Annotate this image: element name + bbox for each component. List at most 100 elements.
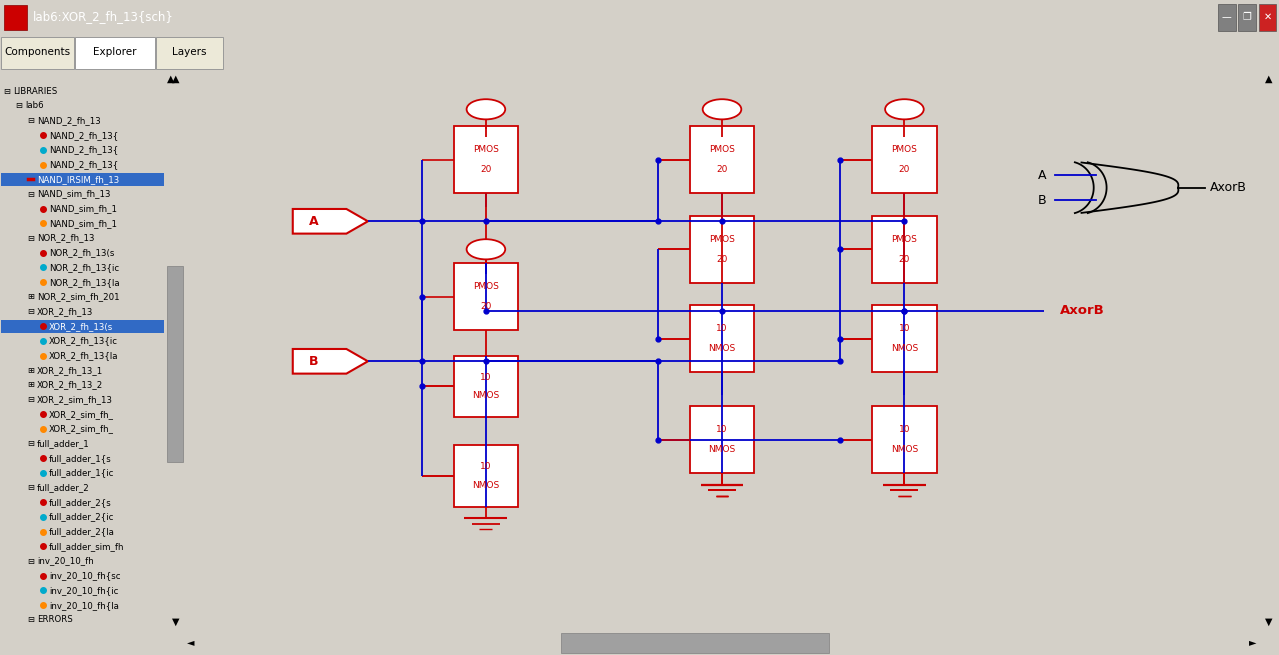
Text: ⊟: ⊟ [27, 189, 35, 198]
Text: full_adder_2{s: full_adder_2{s [49, 498, 111, 507]
FancyBboxPatch shape [1238, 4, 1256, 31]
Text: 10: 10 [716, 324, 728, 333]
Text: XOR_2_fh_13{ic: XOR_2_fh_13{ic [49, 337, 118, 345]
Text: XOR_2_fh_13_1: XOR_2_fh_13_1 [37, 365, 104, 375]
FancyBboxPatch shape [1, 173, 164, 186]
Text: ERRORS: ERRORS [37, 615, 73, 624]
Text: XOR_2_fh_13{la: XOR_2_fh_13{la [49, 351, 119, 360]
Text: ⊟: ⊟ [27, 483, 35, 492]
FancyBboxPatch shape [454, 126, 518, 193]
FancyBboxPatch shape [872, 126, 936, 193]
Text: NMOS: NMOS [890, 445, 918, 455]
Text: ⊟: ⊟ [27, 307, 35, 316]
Text: ⊟: ⊟ [27, 234, 35, 242]
Text: AxorB: AxorB [1210, 181, 1247, 194]
FancyBboxPatch shape [689, 406, 755, 474]
Text: NOR_2_fh_13{la: NOR_2_fh_13{la [49, 278, 120, 287]
FancyBboxPatch shape [454, 356, 518, 417]
Text: NMOS: NMOS [472, 481, 500, 490]
Text: 10: 10 [716, 425, 728, 434]
Text: lab6: lab6 [26, 102, 43, 111]
Text: full_adder_sim_fh: full_adder_sim_fh [49, 542, 124, 551]
Text: XOR_2_sim_fh_13: XOR_2_sim_fh_13 [37, 395, 113, 404]
Text: ▲: ▲ [1265, 73, 1273, 83]
Text: NOR_2_fh_13(s: NOR_2_fh_13(s [49, 248, 115, 257]
FancyBboxPatch shape [168, 266, 183, 462]
Text: Components: Components [5, 47, 70, 57]
Circle shape [467, 239, 505, 259]
Text: 10: 10 [480, 462, 491, 472]
FancyBboxPatch shape [1, 320, 164, 333]
Text: NMOS: NMOS [709, 445, 735, 455]
FancyBboxPatch shape [561, 633, 829, 652]
Text: NOR_2_fh_13: NOR_2_fh_13 [37, 234, 95, 242]
Text: NAND_2_fh_13{: NAND_2_fh_13{ [49, 131, 119, 140]
Text: ⊞: ⊞ [27, 365, 35, 375]
Text: full_adder_1{ic: full_adder_1{ic [49, 468, 115, 477]
Text: 20: 20 [716, 165, 728, 174]
Text: NMOS: NMOS [890, 345, 918, 354]
Text: 20: 20 [716, 255, 728, 264]
Circle shape [885, 99, 923, 119]
Text: full_adder_2{la: full_adder_2{la [49, 527, 115, 536]
Text: XOR_2_fh_13(s: XOR_2_fh_13(s [49, 322, 114, 331]
Text: 10: 10 [899, 324, 911, 333]
Text: full_adder_1{s: full_adder_1{s [49, 454, 111, 463]
Text: ⊟: ⊟ [3, 87, 10, 96]
Text: ❐: ❐ [1243, 12, 1251, 22]
FancyBboxPatch shape [1259, 4, 1276, 31]
Text: NMOS: NMOS [709, 345, 735, 354]
Text: ⊞: ⊞ [27, 292, 35, 301]
FancyBboxPatch shape [689, 215, 755, 283]
Text: inv_20_10_fh{ic: inv_20_10_fh{ic [49, 586, 119, 595]
FancyBboxPatch shape [1, 37, 74, 69]
Text: full_adder_2{ic: full_adder_2{ic [49, 513, 115, 521]
Text: PMOS: PMOS [473, 145, 499, 154]
FancyBboxPatch shape [872, 215, 936, 283]
Text: ✕: ✕ [1264, 12, 1271, 22]
Text: ⊞: ⊞ [27, 381, 35, 390]
Text: NAND_sim_fh_1: NAND_sim_fh_1 [49, 204, 118, 214]
Text: NAND_2_fh_13: NAND_2_fh_13 [37, 116, 101, 125]
Text: XOR_2_sim_fh_: XOR_2_sim_fh_ [49, 424, 114, 434]
Text: ⊟: ⊟ [27, 557, 35, 566]
Text: NOR_2_fh_13{ic: NOR_2_fh_13{ic [49, 263, 119, 272]
Text: ⊟: ⊟ [27, 439, 35, 448]
FancyBboxPatch shape [689, 126, 755, 193]
Text: PMOS: PMOS [709, 145, 735, 154]
Text: 20: 20 [480, 303, 491, 312]
Text: 10: 10 [480, 373, 491, 382]
Text: XOR_2_fh_13: XOR_2_fh_13 [37, 307, 93, 316]
FancyBboxPatch shape [454, 445, 518, 507]
Text: 20: 20 [899, 165, 911, 174]
Text: XOR_2_sim_fh_: XOR_2_sim_fh_ [49, 410, 114, 419]
Text: full_adder_1: full_adder_1 [37, 439, 90, 448]
FancyBboxPatch shape [872, 305, 936, 373]
Text: ►: ► [1250, 637, 1257, 648]
FancyBboxPatch shape [156, 37, 223, 69]
FancyBboxPatch shape [872, 406, 936, 474]
FancyBboxPatch shape [1218, 4, 1236, 31]
Text: ⊟: ⊟ [27, 116, 35, 125]
Text: inv_20_10_fh{sc: inv_20_10_fh{sc [49, 571, 120, 580]
Text: B: B [308, 355, 318, 368]
Text: A: A [1037, 168, 1046, 181]
Text: NAND_sim_fh_13: NAND_sim_fh_13 [37, 189, 110, 198]
Text: B: B [1037, 194, 1046, 207]
Text: 10: 10 [899, 425, 911, 434]
Polygon shape [293, 209, 368, 234]
Text: ▼: ▼ [1265, 617, 1273, 627]
Text: XOR_2_fh_13_2: XOR_2_fh_13_2 [37, 381, 104, 390]
Text: LIBRARIES: LIBRARIES [13, 87, 58, 96]
Text: —: — [1221, 12, 1232, 22]
Text: ▼: ▼ [171, 617, 179, 627]
Text: PMOS: PMOS [709, 234, 735, 244]
Text: ⊟: ⊟ [27, 395, 35, 404]
Text: ▲: ▲ [171, 73, 179, 83]
FancyBboxPatch shape [75, 37, 155, 69]
Text: lab6:XOR_2_fh_13{sch}: lab6:XOR_2_fh_13{sch} [33, 10, 174, 24]
Text: PMOS: PMOS [473, 282, 499, 291]
Text: NMOS: NMOS [472, 391, 500, 400]
Text: full_adder_2: full_adder_2 [37, 483, 90, 492]
Text: ◄: ◄ [187, 637, 194, 648]
